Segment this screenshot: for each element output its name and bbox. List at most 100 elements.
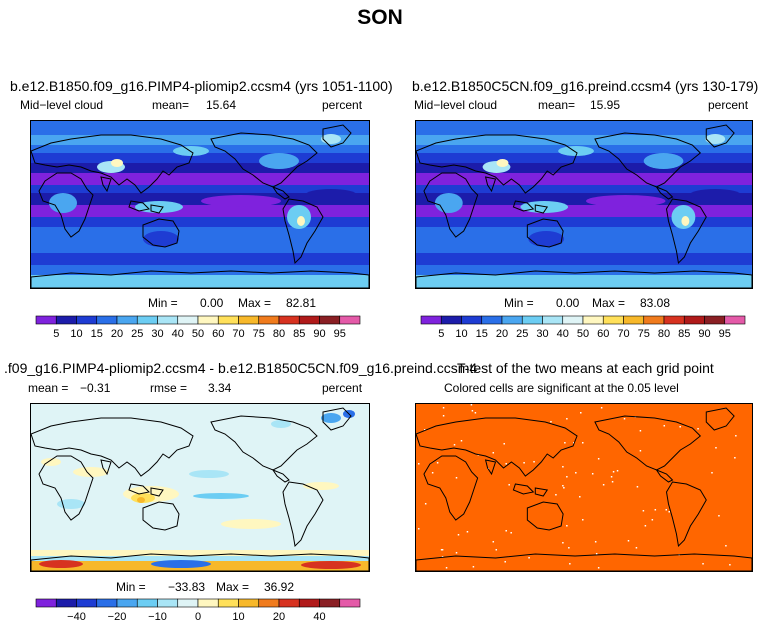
ttest-nonsig-cell — [597, 458, 600, 460]
diff-feature-8 — [271, 420, 291, 428]
cloud-feature-10 — [305, 189, 357, 201]
coastline-0 — [423, 172, 479, 238]
colorbar-tick-label: 10 — [232, 611, 244, 623]
colorbar-tick-label: 50 — [192, 328, 204, 340]
ttest-nonsig-cell — [417, 463, 420, 465]
cloud-feature-2 — [434, 193, 463, 213]
colorbar-tick-label: 50 — [577, 328, 589, 340]
ttest-nonsig-cell — [562, 466, 564, 468]
cloud-bands — [31, 121, 369, 288]
cloud-band-8 — [31, 205, 369, 217]
colorbar-tick-label: −40 — [67, 611, 86, 623]
colorbar-box-6 — [542, 315, 564, 325]
coastline-9 — [282, 481, 324, 548]
cloud-band-5 — [416, 173, 752, 185]
panel2-max-value: 83.08 — [640, 296, 671, 310]
coastline-3 — [128, 200, 151, 212]
colorbar-box-2 — [461, 315, 483, 325]
colorbar-tick-label: 10 — [70, 328, 82, 340]
colorbar-box-10 — [623, 315, 645, 325]
ttest-nonsig-cell — [575, 472, 577, 474]
panel3-min-label: Min = — [116, 580, 146, 594]
panel3-rmse-label: rmse = — [150, 381, 188, 395]
coastline-3 — [128, 483, 151, 495]
colorbar-box-14 — [319, 598, 341, 608]
diff-southern-band — [31, 550, 369, 571]
panel3-rmse-value: 3.34 — [208, 381, 232, 395]
coastline-4 — [150, 487, 164, 497]
panel2-max-label: Max = — [592, 296, 626, 310]
coastline-7 — [210, 415, 318, 471]
cloud-feature-8 — [321, 134, 341, 144]
cloud-feature-1 — [496, 159, 509, 167]
colorbar-labels: 5 10 15 20 25 30 40 50 60 70 75 80 85 90 95 — [438, 328, 731, 340]
cloud-feature-11 — [528, 231, 565, 247]
diff-feature-10 — [189, 470, 229, 478]
panel2-map — [415, 120, 753, 289]
ttest-nonsig-cell — [453, 444, 456, 446]
colorbar-box-8 — [197, 315, 219, 325]
cloud-band-0 — [31, 121, 369, 135]
ttest-nonsig-cell — [423, 429, 426, 431]
ttest-nonsig-cell — [505, 530, 507, 532]
colorbar-tick-label: 0 — [195, 611, 201, 623]
panel3-mean-value: −0.31 — [80, 381, 111, 395]
cloud-feature-6 — [259, 153, 299, 169]
cloud-feature-11 — [143, 231, 179, 247]
colorbar-box-4 — [116, 598, 138, 608]
ttest-nonsig-cell — [665, 509, 668, 511]
cloud-band-10 — [416, 227, 752, 239]
ttest-nonsig-cell — [460, 440, 463, 442]
ttest-nonsig-cell — [697, 428, 699, 430]
colorbar-box-3 — [96, 315, 118, 325]
ttest-nonsig-cell — [612, 471, 615, 473]
colorbar-box-0 — [420, 315, 442, 325]
colorbar-box-5 — [136, 598, 158, 608]
cloud-band-4 — [416, 163, 752, 173]
coastline-6 — [322, 407, 352, 431]
panel3-min-value: −33.83 — [168, 580, 206, 594]
panel1-title: b.e12.B1850.f09_g16.PIMP4-pliomip2.ccsm4… — [10, 78, 393, 94]
diff-feature-3 — [193, 493, 249, 499]
coastline-7 — [210, 132, 318, 188]
ttest-nonsig-cell — [610, 476, 613, 478]
ttest-nonsig-cell — [639, 430, 642, 432]
panel2-min-label: Min = — [504, 296, 534, 310]
panel1-variable: Mid−level cloud — [20, 98, 104, 112]
cloud-feature-10 — [689, 189, 742, 201]
colorbar-box-5 — [136, 315, 158, 325]
diff-feature-6 — [321, 413, 341, 423]
panel2-units: percent — [708, 98, 749, 112]
colorbar-tick-label: 25 — [516, 328, 528, 340]
panel1-min-value: 0.00 — [200, 296, 224, 310]
coastline-4 — [150, 204, 164, 214]
panel2-colorbar: 5 10 15 20 25 30 40 50 60 70 75 80 85 90 95 — [420, 315, 746, 340]
ttest-nonsig-cell — [562, 542, 564, 544]
panel1-min-label: Min = — [148, 296, 178, 310]
colorbar-box-9 — [602, 315, 624, 325]
ttest-nonsig-cell — [445, 567, 448, 569]
panel3-title: .f09_g16.PIMP4-pliomip2.ccsm4 - b.e12.B1… — [4, 360, 478, 376]
coastline-9 — [665, 481, 707, 548]
coastline-0 — [423, 455, 479, 521]
diff-feature-5 — [41, 458, 61, 466]
cloud-band-14 — [31, 275, 369, 288]
cloud-band-8 — [416, 205, 752, 217]
ttest-nonsig-cell — [505, 463, 507, 465]
colorbar-box-15 — [339, 315, 361, 325]
colorbar-box-0 — [35, 315, 57, 325]
coastline-2 — [100, 459, 112, 476]
colorbar-tick-label: 90 — [698, 328, 710, 340]
diff-feature-11 — [57, 499, 85, 509]
cloud-band-6 — [31, 185, 369, 193]
ttest-nonsig-cell — [591, 473, 594, 475]
colorbar-box-11 — [258, 598, 280, 608]
colorbar-box-1 — [440, 315, 462, 325]
ttest-nonsig-cell — [715, 447, 717, 449]
colorbar-tick-label: 75 — [253, 328, 265, 340]
ttest-nonsig-cell — [440, 549, 443, 551]
colorbar-box-5 — [521, 315, 543, 325]
colorbar-box-4 — [116, 315, 138, 325]
ttest-nonsig-cell — [417, 528, 420, 530]
diff-south-5 — [151, 560, 211, 568]
